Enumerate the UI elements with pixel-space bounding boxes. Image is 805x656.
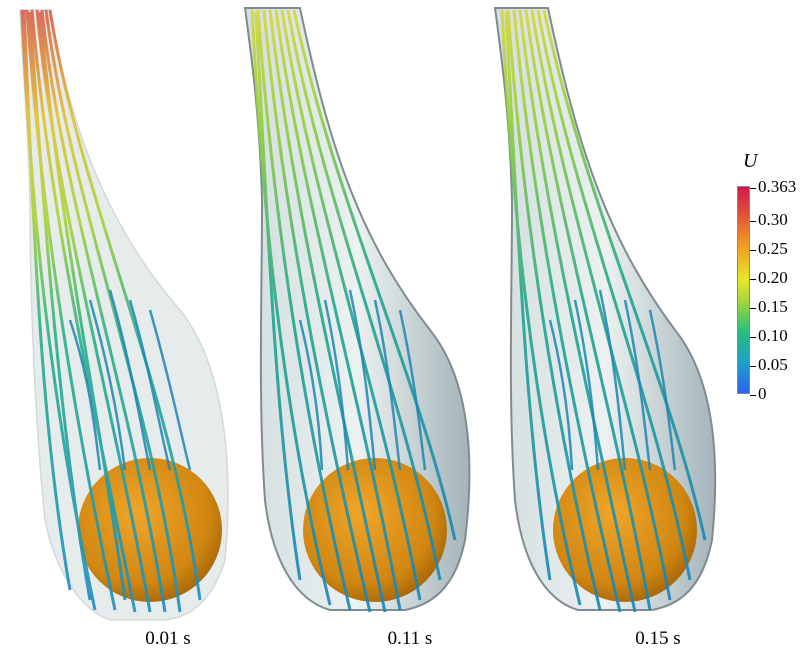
colorbar-tick-020: 0.20 [750, 269, 788, 286]
colorbar-tick-0: 0 [750, 385, 767, 402]
time-label-3: 0.15 s [635, 628, 681, 649]
colorbar-tick-010: 0.10 [750, 327, 788, 344]
panel-3 [493, 7, 717, 613]
colorbar-tick-030: 0.30 [750, 211, 788, 228]
time-label-2: 0.11 s [387, 628, 433, 649]
colorbar-tick-025: 0.25 [750, 240, 788, 257]
colorbar-tick-0363: 0.363 [750, 178, 796, 195]
colorbar-tick-015: 0.15 [750, 298, 788, 315]
colorbar-title: U [743, 150, 758, 172]
panel-1 [19, 9, 229, 621]
panel-2 [243, 7, 471, 613]
colorbar-tick-005: 0.05 [750, 356, 788, 373]
time-label-1: 0.01 s [145, 628, 191, 649]
colorbar [737, 186, 750, 394]
